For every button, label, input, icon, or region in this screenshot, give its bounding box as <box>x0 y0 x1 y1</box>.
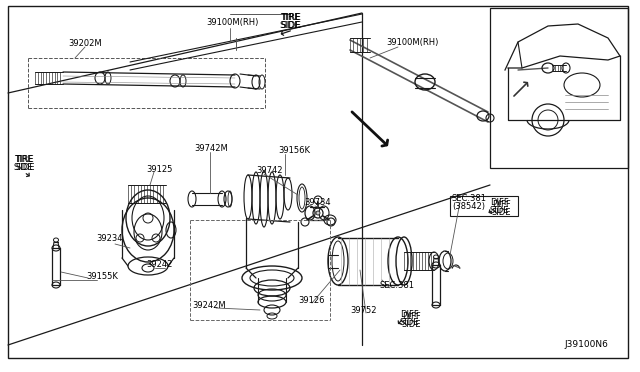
Text: 39202M: 39202M <box>68 39 102 48</box>
Text: DIFF: DIFF <box>402 312 420 321</box>
Text: SIDE: SIDE <box>400 318 419 327</box>
Text: 39242: 39242 <box>146 260 172 269</box>
Text: 39234: 39234 <box>96 234 122 243</box>
Text: J39100N6: J39100N6 <box>564 340 608 349</box>
Text: 39100M(RH): 39100M(RH) <box>386 38 438 47</box>
Text: 39242M: 39242M <box>192 301 226 310</box>
Text: 39100M(RH): 39100M(RH) <box>206 18 259 27</box>
Bar <box>450 196 518 216</box>
Text: TIRE: TIRE <box>280 13 300 22</box>
Text: SIDE: SIDE <box>402 320 422 329</box>
Text: TIRE: TIRE <box>14 155 33 164</box>
Text: 39156K: 39156K <box>278 146 310 155</box>
Text: SIDE: SIDE <box>14 163 33 172</box>
Text: TIRE: TIRE <box>281 13 301 22</box>
Text: 39155K: 39155K <box>86 272 118 281</box>
Text: SEC.381: SEC.381 <box>452 194 487 203</box>
Text: DIFF: DIFF <box>492 200 511 209</box>
Text: SEC.381: SEC.381 <box>380 281 415 290</box>
Text: DIFF: DIFF <box>490 198 509 207</box>
Text: 39125: 39125 <box>146 165 172 174</box>
Text: (38542): (38542) <box>452 202 485 211</box>
Text: SIDE: SIDE <box>492 208 511 217</box>
Circle shape <box>316 211 320 215</box>
Text: TIRE: TIRE <box>15 155 34 164</box>
Text: 39742M: 39742M <box>194 144 228 153</box>
Text: 39734: 39734 <box>304 198 331 207</box>
Text: DIFF: DIFF <box>400 310 419 319</box>
Text: 39752: 39752 <box>350 306 376 315</box>
Bar <box>490 8 628 168</box>
Text: 39126: 39126 <box>298 296 324 305</box>
Text: 39742: 39742 <box>256 166 282 175</box>
Text: SIDE: SIDE <box>15 163 35 172</box>
Text: SIDE: SIDE <box>280 21 300 30</box>
Text: SIDE: SIDE <box>280 21 301 30</box>
Text: SIDE: SIDE <box>490 206 509 215</box>
